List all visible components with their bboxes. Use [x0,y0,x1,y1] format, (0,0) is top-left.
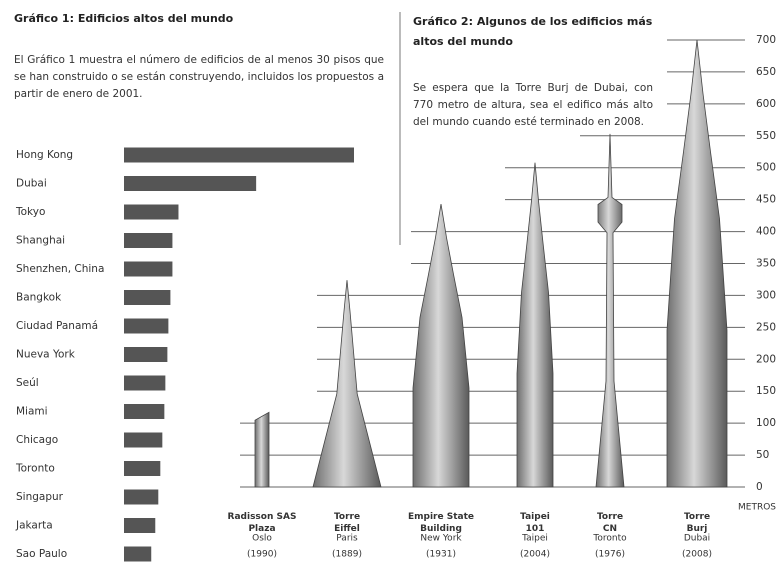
category-label: Singapur [16,491,64,503]
bar [124,546,152,562]
y-tick-label: 450 [756,194,776,206]
building [312,280,382,488]
bar [124,375,166,391]
y-tick-label: 50 [756,449,769,461]
y-tick-label: 300 [756,289,776,301]
chart1-title: Gráfico 1: Edificios altos del mundo [14,12,234,25]
y-tick-label: 550 [756,130,776,142]
category-label: Sao Paulo [16,548,67,560]
category-label: Shanghai [16,235,65,247]
building-year: (1990) [247,550,277,560]
y-tick-label: 350 [756,258,776,270]
y-tick-label: 700 [756,34,776,46]
bar [124,147,354,163]
building-name: Torre Burj [684,512,710,534]
category-label: Bangkok [16,292,62,304]
bar [124,233,173,248]
y-tick-label: 650 [756,66,776,78]
chart2-subtitle: Se espera que la Torre Burj de Dubai, co… [413,82,653,128]
building-name: Torre CN [597,512,623,534]
category-label: Toronto [15,463,55,475]
category-label: Dubai [16,178,47,190]
building-year: (1931) [426,550,456,560]
bar [124,261,173,277]
bar [124,461,161,476]
chart2-title: Gráfico 2: Algunos de los edificios más … [413,15,653,48]
building-city: Toronto [592,534,627,544]
y-tick-label: 500 [756,162,776,174]
y-axis-label: METROS [738,503,776,513]
building-year: (2008) [682,550,712,560]
category-label: Miami [16,406,48,418]
building-city: Oslo [252,534,272,544]
building-year: (1889) [332,550,362,560]
bar [124,347,168,362]
building-city: Paris [336,534,358,544]
y-tick-label: 250 [756,321,776,333]
building [412,204,470,488]
category-label: Ciudad Panamá [16,320,98,332]
y-tick-label: 100 [756,417,776,429]
building [666,39,728,488]
category-label: Chicago [16,434,58,446]
category-label: Shenzhen, China [16,263,104,275]
y-tick-label: 200 [756,353,776,365]
building [516,162,554,488]
building-name: Torre Eiffel [334,512,360,534]
category-label: Hong Kong [16,149,73,161]
building [254,411,270,488]
building-name: Radisson SAS Plaza [228,512,297,534]
building-name: Empire State Building [408,512,474,534]
bar [124,489,159,505]
building-year: (1976) [595,550,625,560]
bar [124,290,171,305]
building-city: New York [420,534,462,544]
category-label: Tokyo [15,206,45,218]
bar [124,318,169,334]
bar [124,518,156,533]
y-tick-label: 0 [756,481,763,493]
bar [124,204,179,220]
bar [124,432,163,448]
bar [124,404,165,419]
category-label: Jakarta [15,520,53,532]
y-tick-label: 600 [756,98,776,110]
building-city: Dubai [684,534,710,544]
y-tick-label: 400 [756,226,776,238]
building [595,133,625,488]
y-tick-label: 150 [756,385,776,397]
category-label: Seúl [16,377,39,389]
chart1-subtitle: El Gráfico 1 muestra el número de edific… [14,54,384,100]
building-city: Taipei [521,534,548,544]
building-year: (2004) [520,550,550,560]
bar [124,176,257,191]
building-name: Taipei 101 [520,512,550,534]
category-label: Nueva York [16,349,76,361]
